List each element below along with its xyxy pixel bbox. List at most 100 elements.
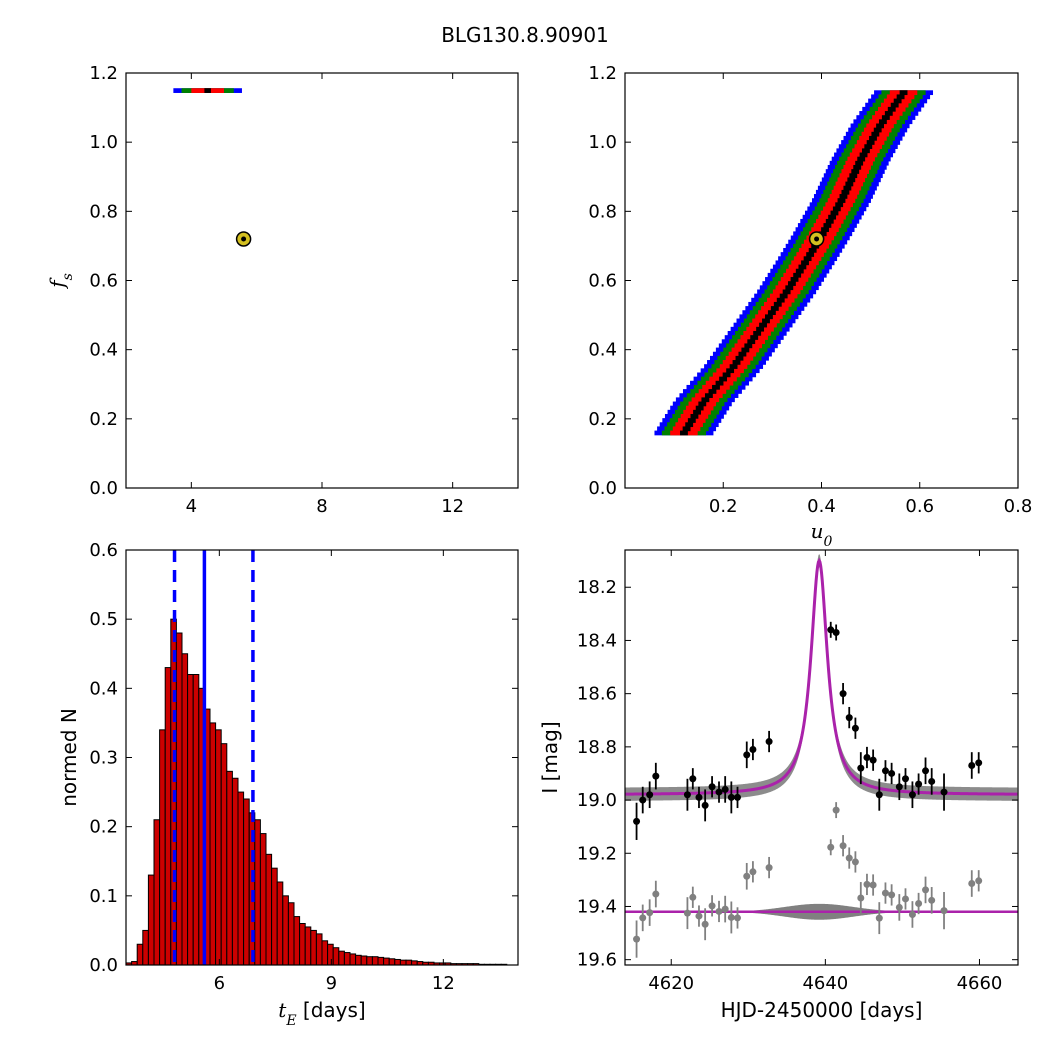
histogram-bar xyxy=(394,958,401,965)
histogram-bar xyxy=(411,960,418,965)
residual-point xyxy=(749,868,757,876)
histogram-bar xyxy=(181,653,189,965)
likelihood-cell-best xyxy=(843,185,852,191)
histogram-bar xyxy=(209,722,217,965)
likelihood-cell-best xyxy=(830,210,839,216)
residual-point xyxy=(708,902,716,910)
data-point xyxy=(708,783,716,791)
likelihood-cell-best xyxy=(839,194,848,199)
likelihood-cell-best xyxy=(828,214,837,220)
likelihood-cell-best xyxy=(806,252,815,257)
data-point xyxy=(689,775,697,783)
likelihood-cell-best xyxy=(693,409,701,415)
likelihood-cell-best xyxy=(701,397,710,403)
y-tick-label: 0.0 xyxy=(89,478,118,499)
residual-point xyxy=(940,907,948,915)
residual-point xyxy=(721,905,729,913)
figure-title: BLG130.8.90901 xyxy=(441,23,609,47)
likelihood-cell-best xyxy=(795,268,804,274)
residual-point xyxy=(701,920,709,928)
histogram-bar xyxy=(136,943,144,965)
histogram-bar xyxy=(399,959,407,965)
likelihood-cell-best xyxy=(756,326,765,332)
residual-point xyxy=(915,900,923,908)
likelihood-cell-best xyxy=(712,384,720,390)
likelihood-cell-best xyxy=(695,405,704,411)
likelihood-cell-best xyxy=(864,144,873,149)
likelihood-cell-best xyxy=(825,218,834,224)
residual-point xyxy=(743,872,751,880)
best-fit-dot xyxy=(241,236,247,242)
histogram-bar xyxy=(405,959,413,965)
residual-point xyxy=(857,894,865,902)
y-axis-label: fs xyxy=(45,273,76,290)
histogram-bar xyxy=(254,819,261,965)
residual-point xyxy=(845,854,853,862)
likelihood-cell-best xyxy=(732,360,741,365)
likelihood-cell-best xyxy=(715,380,724,386)
y-tick-label: 18.2 xyxy=(577,577,617,598)
plot-area xyxy=(654,90,934,436)
likelihood-cell-best xyxy=(722,372,731,378)
likelihood-cell-best xyxy=(818,231,827,237)
likelihood-cell-best xyxy=(853,164,862,170)
likelihood-cell-best xyxy=(687,418,696,423)
residual-point xyxy=(727,913,735,921)
likelihood-cell-best xyxy=(847,177,856,183)
residual-point xyxy=(895,903,903,911)
likelihood-cell-best xyxy=(744,343,753,349)
model-curve xyxy=(625,557,1018,796)
likelihood-cell-best xyxy=(899,90,908,96)
likelihood-cell-best xyxy=(747,339,756,345)
x-tick-label: 0.8 xyxy=(1004,496,1033,517)
residual-point xyxy=(975,877,983,885)
data-point xyxy=(701,801,709,809)
residual-point xyxy=(888,891,896,899)
data-point xyxy=(715,788,723,796)
likelihood-cell-best xyxy=(851,169,860,174)
panel-lightcurve: 4620 4640 4660 18.2 18.4 18.6 18.8 19.0 19.2 19.4… xyxy=(538,549,1019,1022)
data-point xyxy=(895,783,903,791)
y-tick-label: 1.2 xyxy=(588,63,617,84)
histogram-bar xyxy=(187,674,194,965)
likelihood-cell-best xyxy=(779,293,788,299)
x-tick-label: 6 xyxy=(214,973,225,994)
likelihood-cell-best xyxy=(738,351,747,357)
histogram-bar xyxy=(377,956,385,965)
histogram-bar xyxy=(315,933,323,965)
residual-point xyxy=(683,909,691,917)
x-tick-label: 0.6 xyxy=(905,496,934,517)
x-tick-label: 12 xyxy=(441,496,464,517)
likelihood-cell-best xyxy=(759,322,767,328)
residual-point xyxy=(639,914,647,922)
histogram-bar xyxy=(383,957,390,965)
data-point xyxy=(743,751,751,759)
data-point xyxy=(888,769,896,777)
data-point xyxy=(721,785,729,793)
data-point xyxy=(975,759,983,767)
axes-frame xyxy=(624,549,1019,966)
data-point xyxy=(845,714,853,722)
likelihood-cell-best xyxy=(762,318,770,324)
data-point xyxy=(839,690,847,698)
likelihood-cell-best xyxy=(753,330,762,336)
data-point xyxy=(734,793,742,801)
y-tick-label: 19.0 xyxy=(577,790,617,811)
histogram-bar xyxy=(164,667,172,965)
y-axis-label: normed N xyxy=(57,708,81,807)
likelihood-cell-best xyxy=(821,227,829,232)
likelihood-cell-best xyxy=(823,223,832,228)
data-point xyxy=(908,791,916,799)
likelihood-cell-best xyxy=(857,156,866,162)
x-axis-label-suffix: [days] xyxy=(297,998,366,1022)
likelihood-cell-best xyxy=(835,202,844,208)
residual-point xyxy=(851,858,859,866)
residual-point xyxy=(765,864,773,872)
y-tick-label: 0.0 xyxy=(89,955,118,976)
histogram-bar xyxy=(282,895,289,965)
likelihood-cell-best xyxy=(685,422,694,428)
x-axis-label-sub: 0 xyxy=(823,534,832,550)
histogram-bar xyxy=(371,956,379,965)
residual-point xyxy=(875,914,883,922)
y-tick-label: 0.5 xyxy=(89,609,118,630)
